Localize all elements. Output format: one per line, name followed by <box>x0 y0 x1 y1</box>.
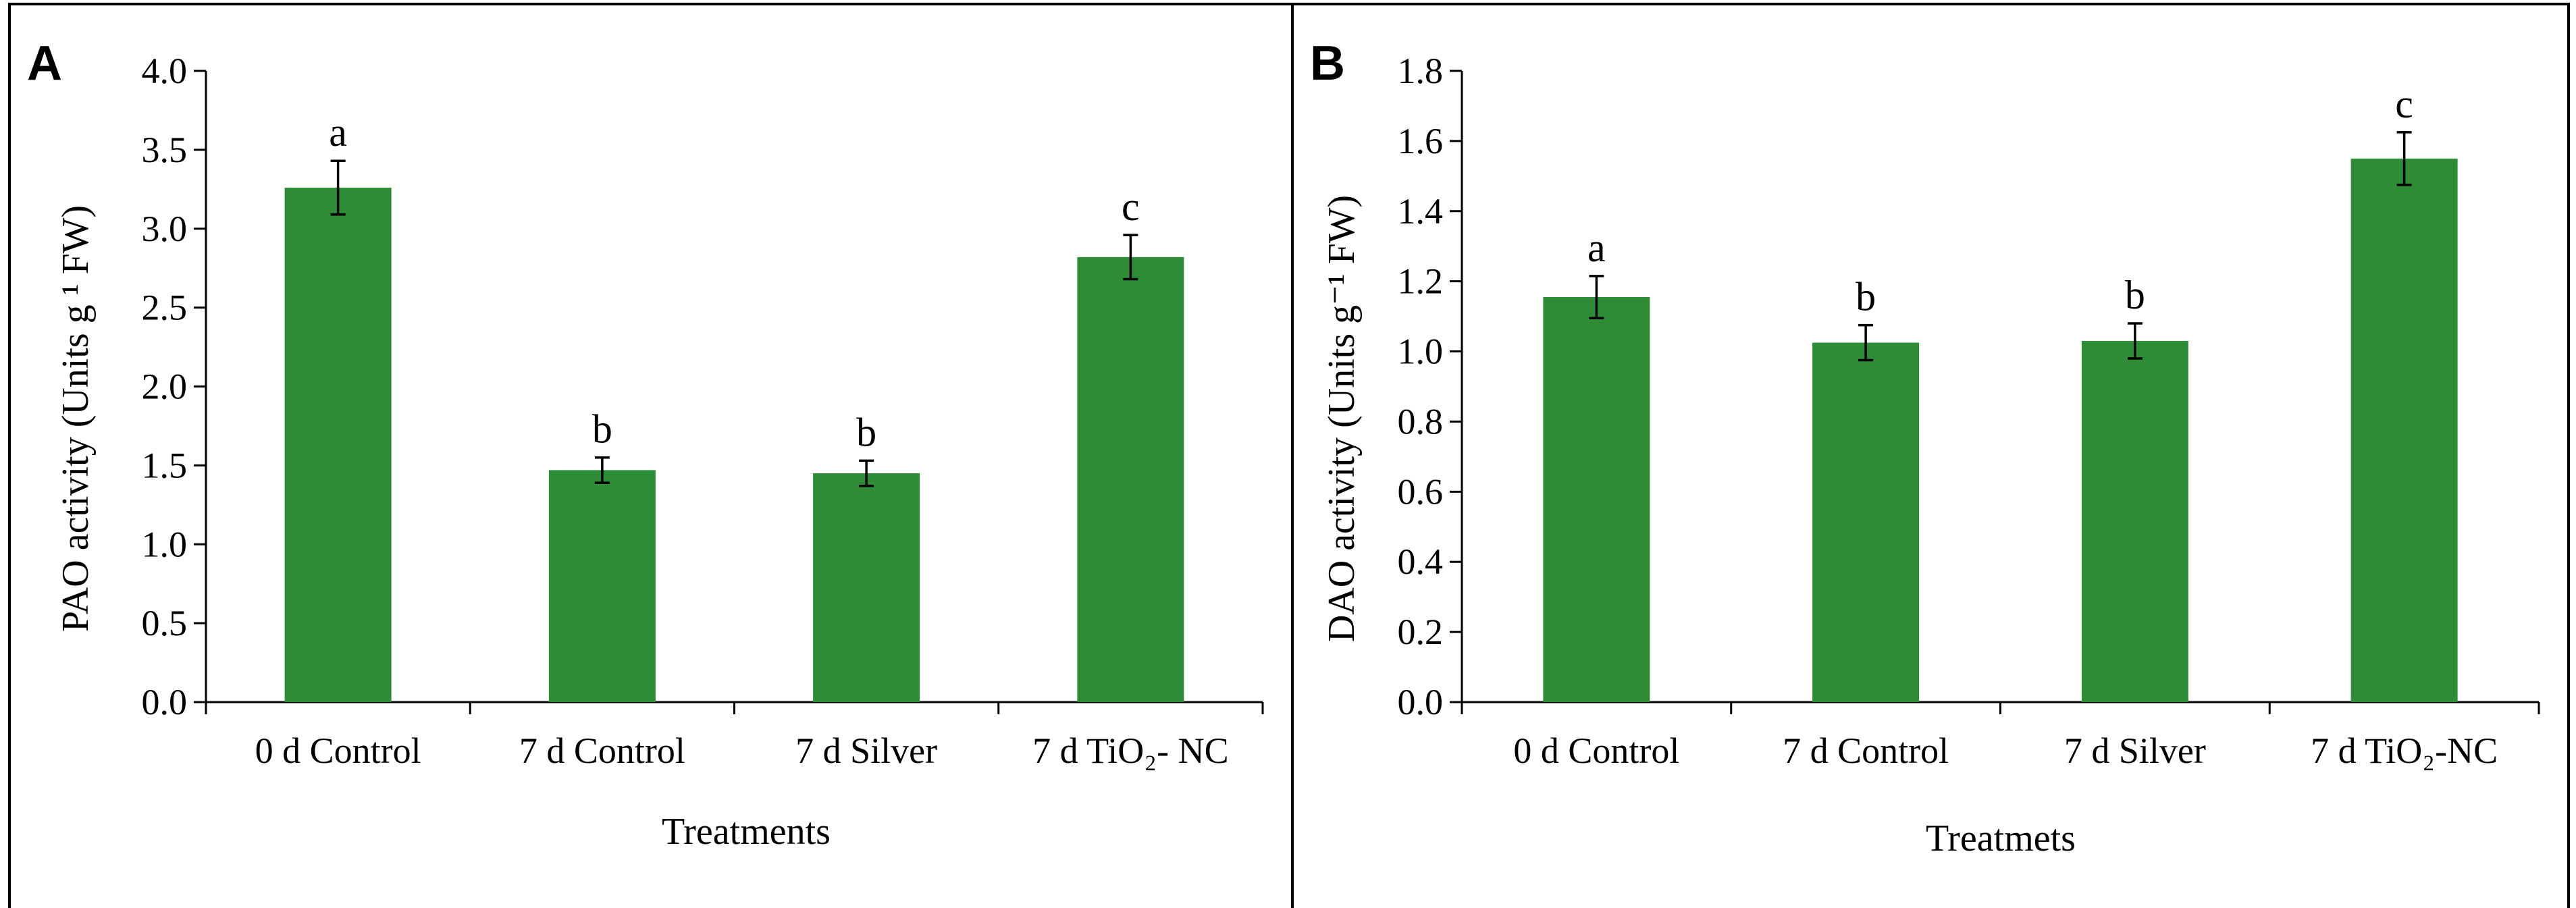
panel-a-y-tick-label: 2.5 <box>142 288 188 328</box>
panel-a-y-tick-label: 1.5 <box>142 445 188 485</box>
panel-b-bar-2 <box>1812 342 1920 702</box>
panel-a-y-tick-label: 0.5 <box>142 603 188 643</box>
panel-b-significance-label-1: a <box>1587 225 1606 270</box>
panel-b-frame <box>1291 3 2570 908</box>
panel-b-y-tick-label: 1.8 <box>1398 51 1444 91</box>
panel-b-y-tick-label: 0.4 <box>1398 541 1444 582</box>
panel-b-y-tick-label: 1.2 <box>1398 261 1444 302</box>
panel-b-y-tick-label: 1.6 <box>1398 121 1444 161</box>
panel-a-significance-label-4: c <box>1122 184 1140 229</box>
panel-b-y-tick-label: 0.2 <box>1398 612 1444 652</box>
panel-a-y-axis-title: PAO activity (Units g ¹ FW) <box>55 205 97 632</box>
panel-b-y-tick-label: 1.4 <box>1398 191 1444 232</box>
chart-panel-a: A 0.0 0.5 1.0 1.5 2.0 2.5 3.0 3.5 4.0 a 0 d Contro… <box>8 3 1294 908</box>
panel-a-y-tick-label: 3.0 <box>142 209 188 249</box>
panel-b-y-tick-label: 0.0 <box>1398 682 1444 722</box>
panel-a-significance-label-3: b <box>856 410 876 454</box>
panel-b-x-axis-title: Treatmets <box>1926 818 2076 859</box>
panel-a-significance-label-1: a <box>329 110 347 155</box>
panel-a-letter: A <box>27 36 62 90</box>
panel-b-category-label-1: 0 d Control <box>1513 730 1679 771</box>
panel-a-y-tick-label: 1.0 <box>142 524 188 564</box>
panel-a-y-tick-label: 4.0 <box>142 51 188 91</box>
panel-a-category-label-3: 7 d Silver <box>795 730 937 771</box>
panel-b-category-label-2: 7 d Control <box>1783 730 1949 771</box>
panel-b-letter: B <box>1310 36 1345 90</box>
chart-panel-b: B 0.0 0.2 0.4 0.6 0.8 1.0 1.2 1.4 1.6 1.8 a 0 d Con… <box>1291 3 2570 908</box>
panel-b-significance-label-4: c <box>2395 82 2413 126</box>
panel-b-category-label-4: 7 d TiO₂-NC <box>2311 730 2498 771</box>
panel-b-significance-label-3: b <box>2125 273 2145 317</box>
panel-b-y-tick-label: 0.8 <box>1398 401 1444 442</box>
panel-a-category-label-1: 0 d Control <box>255 730 421 771</box>
panel-a-y-tick-label: 2.0 <box>142 367 188 407</box>
panel-a-y-tick-label: 0.0 <box>142 682 188 722</box>
panel-b-bar-3 <box>2081 340 2188 702</box>
panel-b-significance-label-2: b <box>1856 275 1876 319</box>
panel-a-bar-1 <box>284 187 392 703</box>
panel-b-bar-4 <box>2350 158 2458 703</box>
panel-a-category-label-4: 7 d TiO₂- NC <box>1032 730 1228 771</box>
panel-b-y-tick-label: 1.0 <box>1398 331 1444 372</box>
panel-a-significance-label-2: b <box>592 407 612 452</box>
panel-a-x-axis-title: Treatments <box>662 811 831 853</box>
panel-b-y-tick-label: 0.6 <box>1398 471 1444 512</box>
panel-a-bar-3 <box>813 473 920 702</box>
panel-a-bar-4 <box>1077 257 1184 702</box>
panel-b-category-label-3: 7 d Silver <box>2064 730 2206 771</box>
panel-a-y-tick-label: 3.5 <box>142 130 188 170</box>
panel-b-bar-1 <box>1543 297 1650 703</box>
panel-b-y-axis-title: DAO activity (Units g⁻¹ FW) <box>1321 195 1363 642</box>
panel-a-bar-2 <box>548 470 656 702</box>
panel-a-category-label-2: 7 d Control <box>519 730 685 771</box>
